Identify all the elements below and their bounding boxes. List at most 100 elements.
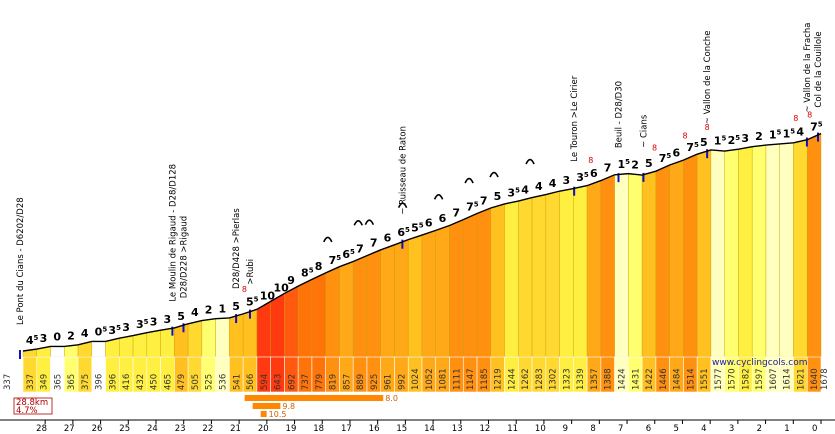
segment-fill-27 (394, 239, 409, 358)
hairpin-markers (323, 158, 535, 243)
gradient-label-4: 4 (81, 327, 89, 340)
altitude-value-15: 541 (232, 374, 242, 390)
summary-box (13, 397, 53, 415)
gradient-label-36: 4 (521, 183, 529, 196)
segment-fill-54 (765, 143, 780, 358)
half-mark-35: 5 (515, 186, 520, 194)
km-label-21: 7 (618, 424, 623, 434)
altitude-value-49: 1551 (700, 368, 710, 390)
gradient-label-20: 85 (301, 267, 314, 280)
segment-fill-57 (807, 133, 822, 358)
altitude-value-51: 1570 (728, 368, 738, 390)
altitude-value-32: 1147 (466, 368, 476, 390)
altitude-value-16: 566 (246, 374, 256, 390)
gradient-label-37: 4 (535, 180, 543, 193)
altitude-value-31: 1111 (452, 368, 462, 390)
gradient-label-13: 2 (205, 304, 213, 317)
altitude-value-42: 1388 (604, 368, 614, 390)
hairpin-icon (489, 171, 499, 178)
gradient-label-32: 75 (466, 201, 479, 214)
gradient-label-45: 5 (645, 157, 653, 170)
gradient-label-42: 7 (604, 162, 612, 175)
altitude-value-34: 1219 (494, 368, 504, 390)
half-mark-32: 5 (474, 201, 479, 209)
altitude-value-13: 525 (205, 374, 215, 390)
gradient-label-27: 65 (397, 226, 410, 239)
altitude-value-20: 737 (301, 374, 311, 390)
altitude-value-46: 1446 (659, 368, 669, 390)
gradient-label-44: 2 (631, 158, 639, 171)
gradient-label-7: 3 (122, 321, 130, 334)
segment-fill-49 (696, 149, 712, 358)
place-labels: Le Pont du Cians - D6202/D28 Le Moulin de… (16, 22, 824, 325)
segment-fill-14 (215, 317, 230, 358)
hairpin-icon (397, 202, 408, 209)
place-label-8: ~ Cians (639, 114, 649, 148)
altitude-value-17: 594 (260, 374, 270, 390)
km-label-13: 15 (396, 424, 407, 434)
gradient-label-48: 75 (686, 141, 699, 154)
km-label-3: 25 (119, 424, 130, 434)
altitude-value-1: 349 (40, 374, 50, 390)
km-label-17: 11 (507, 424, 518, 434)
gradient-label-52: 3 (741, 132, 749, 145)
gradient-label-56: 4 (796, 125, 804, 138)
place-label-4: >Rubi (246, 259, 256, 285)
gradient-label-3: 2 (67, 330, 75, 343)
altitude-value-38: 1302 (549, 368, 559, 390)
altitude-value-9: 450 (150, 374, 160, 390)
gradient-label-2: 0 (53, 330, 61, 343)
gradient-label-24: 7 (356, 243, 364, 256)
gradient-label-23: 65 (342, 248, 355, 261)
gradient-label-43: 15 (618, 158, 631, 171)
segment-fill-44 (628, 173, 643, 358)
km-label-2: 26 (92, 424, 103, 434)
gradient-label-39: 3 (562, 174, 570, 187)
km-label-0: 28 (36, 424, 47, 434)
gradient-label-19: 9 (287, 274, 295, 287)
km-label-11: 17 (341, 424, 352, 434)
max-bar-label-0: 8.0 (385, 394, 398, 403)
gradient-label-30: 6 (439, 212, 447, 225)
segment-fill-30 (435, 225, 450, 358)
gradient-label-55: 15 (783, 127, 796, 140)
hairpin-icon (433, 194, 444, 200)
gradient-label-53: 2 (755, 130, 763, 143)
altitude-value-21: 779 (315, 374, 325, 390)
altitude-value-39: 1323 (562, 368, 572, 390)
altitude-value-7: 416 (122, 374, 132, 390)
half-mark-5: 5 (102, 325, 107, 333)
km-label-24: 4 (701, 424, 706, 434)
altitude-value-3: 365 (67, 374, 77, 390)
place-label-6: Le Touron >Le Cirier (570, 75, 580, 161)
half-mark-54: 5 (777, 129, 782, 137)
gradient-label-26: 6 (384, 231, 392, 244)
segment-fill-53 (752, 144, 767, 358)
half-mark-20: 5 (309, 267, 314, 275)
segment-fill-24 (353, 255, 368, 358)
segment-fill-2 (50, 346, 65, 358)
segment-fill-38 (545, 190, 560, 358)
altitude-value-22: 819 (329, 374, 339, 390)
altitude-value-50: 1577 (714, 368, 724, 390)
place-label-9: ~ Vallon de la Conche (703, 31, 713, 125)
altitude-value-12: 505 (191, 374, 201, 390)
place-label-11: Col de la Couillole (814, 31, 824, 107)
gradient-label-9: 3 (150, 315, 158, 328)
half-mark-28: 5 (419, 221, 424, 229)
half-mark-50: 5 (721, 135, 726, 143)
gradient-label-54: 15 (769, 129, 782, 142)
max-bar-2 (260, 411, 267, 417)
segment-fill-5 (91, 341, 106, 358)
altitude-value-47: 1484 (673, 368, 683, 390)
gradient-label-17: 10 (260, 289, 276, 302)
segment-fill-55 (779, 142, 794, 358)
segment-fill-20 (297, 279, 313, 358)
segment-fill-13 (201, 318, 216, 358)
gradient-label-15: 5 (232, 300, 240, 313)
half-mark-22: 5 (336, 254, 341, 262)
segment-fill-52 (738, 146, 753, 358)
half-mark-23: 5 (350, 248, 355, 256)
